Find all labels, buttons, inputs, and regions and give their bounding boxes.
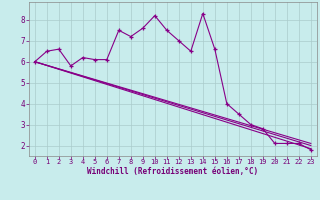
X-axis label: Windchill (Refroidissement éolien,°C): Windchill (Refroidissement éolien,°C) — [87, 167, 258, 176]
